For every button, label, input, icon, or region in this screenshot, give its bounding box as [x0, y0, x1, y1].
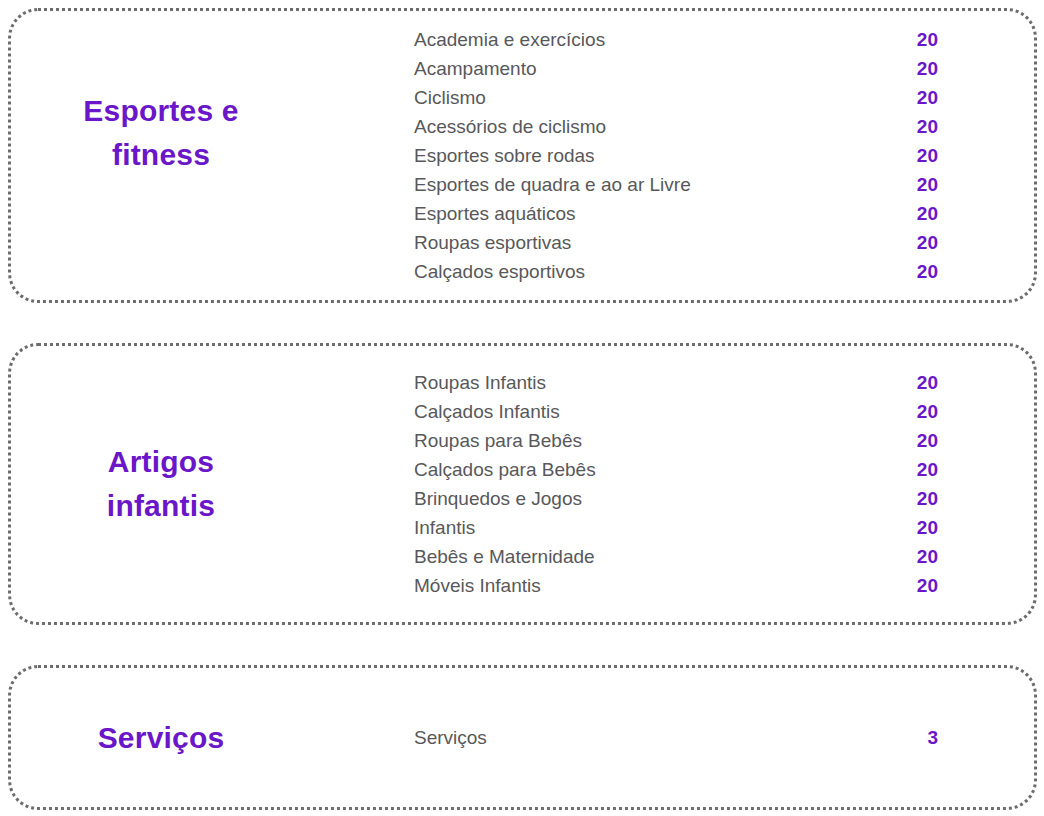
subcategory-label: Calçados esportivos	[414, 257, 585, 286]
subcategory-row: Bebês e Maternidade 20	[414, 542, 938, 571]
subcategory-row: Calçados para Bebês 20	[414, 455, 938, 484]
subcategory-count: 20	[917, 112, 938, 141]
category-card-artigos-infantis: Artigos infantis Roupas Infantis 20 Calç…	[8, 343, 1037, 625]
subcategory-row: Esportes aquáticos 20	[414, 199, 938, 228]
subcategory-list: Serviços 3	[414, 723, 1034, 752]
subcategory-label: Móveis Infantis	[414, 571, 541, 600]
category-card-servicos: Serviços Serviços 3	[8, 665, 1037, 810]
subcategory-count: 20	[917, 83, 938, 112]
subcategory-count: 20	[917, 141, 938, 170]
subcategory-row: Roupas para Bebês 20	[414, 426, 938, 455]
subcategory-label: Ciclismo	[414, 83, 486, 112]
subcategory-row: Acessórios de ciclismo 20	[414, 112, 938, 141]
subcategory-label: Roupas esportivas	[414, 228, 571, 257]
subcategory-label: Esportes sobre rodas	[414, 141, 595, 170]
subcategory-label: Brinquedos e Jogos	[414, 484, 582, 513]
category-report: Esportes e fitness Academia e exercícios…	[8, 8, 1037, 810]
subcategory-row: Serviços 3	[414, 723, 938, 752]
subcategory-label: Acampamento	[414, 54, 537, 83]
category-title-line: Esportes e	[11, 89, 311, 133]
subcategory-label: Roupas Infantis	[414, 368, 546, 397]
subcategory-count: 20	[917, 257, 938, 286]
subcategory-label: Roupas para Bebês	[414, 426, 582, 455]
subcategory-row: Ciclismo 20	[414, 83, 938, 112]
subcategory-count: 20	[917, 25, 938, 54]
subcategory-count: 20	[917, 455, 938, 484]
subcategory-label: Infantis	[414, 513, 475, 542]
subcategory-count: 20	[917, 199, 938, 228]
subcategory-count: 20	[917, 513, 938, 542]
subcategory-list: Academia e exercícios 20 Acampamento 20 …	[414, 25, 1034, 286]
subcategory-row: Academia e exercícios 20	[414, 25, 938, 54]
subcategory-count: 20	[917, 54, 938, 83]
subcategory-row: Acampamento 20	[414, 54, 938, 83]
category-title-line: fitness	[11, 133, 311, 177]
subcategory-count: 3	[927, 723, 938, 752]
subcategory-count: 20	[917, 484, 938, 513]
subcategory-row: Esportes sobre rodas 20	[414, 141, 938, 170]
subcategory-count: 20	[917, 426, 938, 455]
subcategory-list: Roupas Infantis 20 Calçados Infantis 20 …	[414, 368, 1034, 600]
category-title-line: Serviços	[11, 716, 311, 760]
category-title-line: infantis	[11, 484, 311, 528]
subcategory-label: Esportes de quadra e ao ar Livre	[414, 170, 691, 199]
category-title: Serviços	[11, 716, 311, 760]
category-title: Artigos infantis	[11, 440, 311, 528]
subcategory-count: 20	[917, 542, 938, 571]
subcategory-count: 20	[917, 397, 938, 426]
subcategory-label: Calçados para Bebês	[414, 455, 596, 484]
subcategory-label: Acessórios de ciclismo	[414, 112, 606, 141]
subcategory-row: Esportes de quadra e ao ar Livre 20	[414, 170, 938, 199]
subcategory-row: Calçados esportivos 20	[414, 257, 938, 286]
subcategory-row: Infantis 20	[414, 513, 938, 542]
subcategory-row: Brinquedos e Jogos 20	[414, 484, 938, 513]
subcategory-count: 20	[917, 228, 938, 257]
subcategory-count: 20	[917, 571, 938, 600]
subcategory-row: Calçados Infantis 20	[414, 397, 938, 426]
category-card-esportes-e-fitness: Esportes e fitness Academia e exercícios…	[8, 8, 1037, 303]
subcategory-row: Roupas esportivas 20	[414, 228, 938, 257]
category-title-line: Artigos	[11, 440, 311, 484]
subcategory-row: Roupas Infantis 20	[414, 368, 938, 397]
subcategory-label: Bebês e Maternidade	[414, 542, 595, 571]
subcategory-label: Serviços	[414, 723, 487, 752]
subcategory-label: Academia e exercícios	[414, 25, 605, 54]
category-title: Esportes e fitness	[11, 89, 311, 177]
subcategory-count: 20	[917, 368, 938, 397]
subcategory-label: Esportes aquáticos	[414, 199, 576, 228]
subcategory-row: Móveis Infantis 20	[414, 571, 938, 600]
subcategory-count: 20	[917, 170, 938, 199]
subcategory-label: Calçados Infantis	[414, 397, 560, 426]
